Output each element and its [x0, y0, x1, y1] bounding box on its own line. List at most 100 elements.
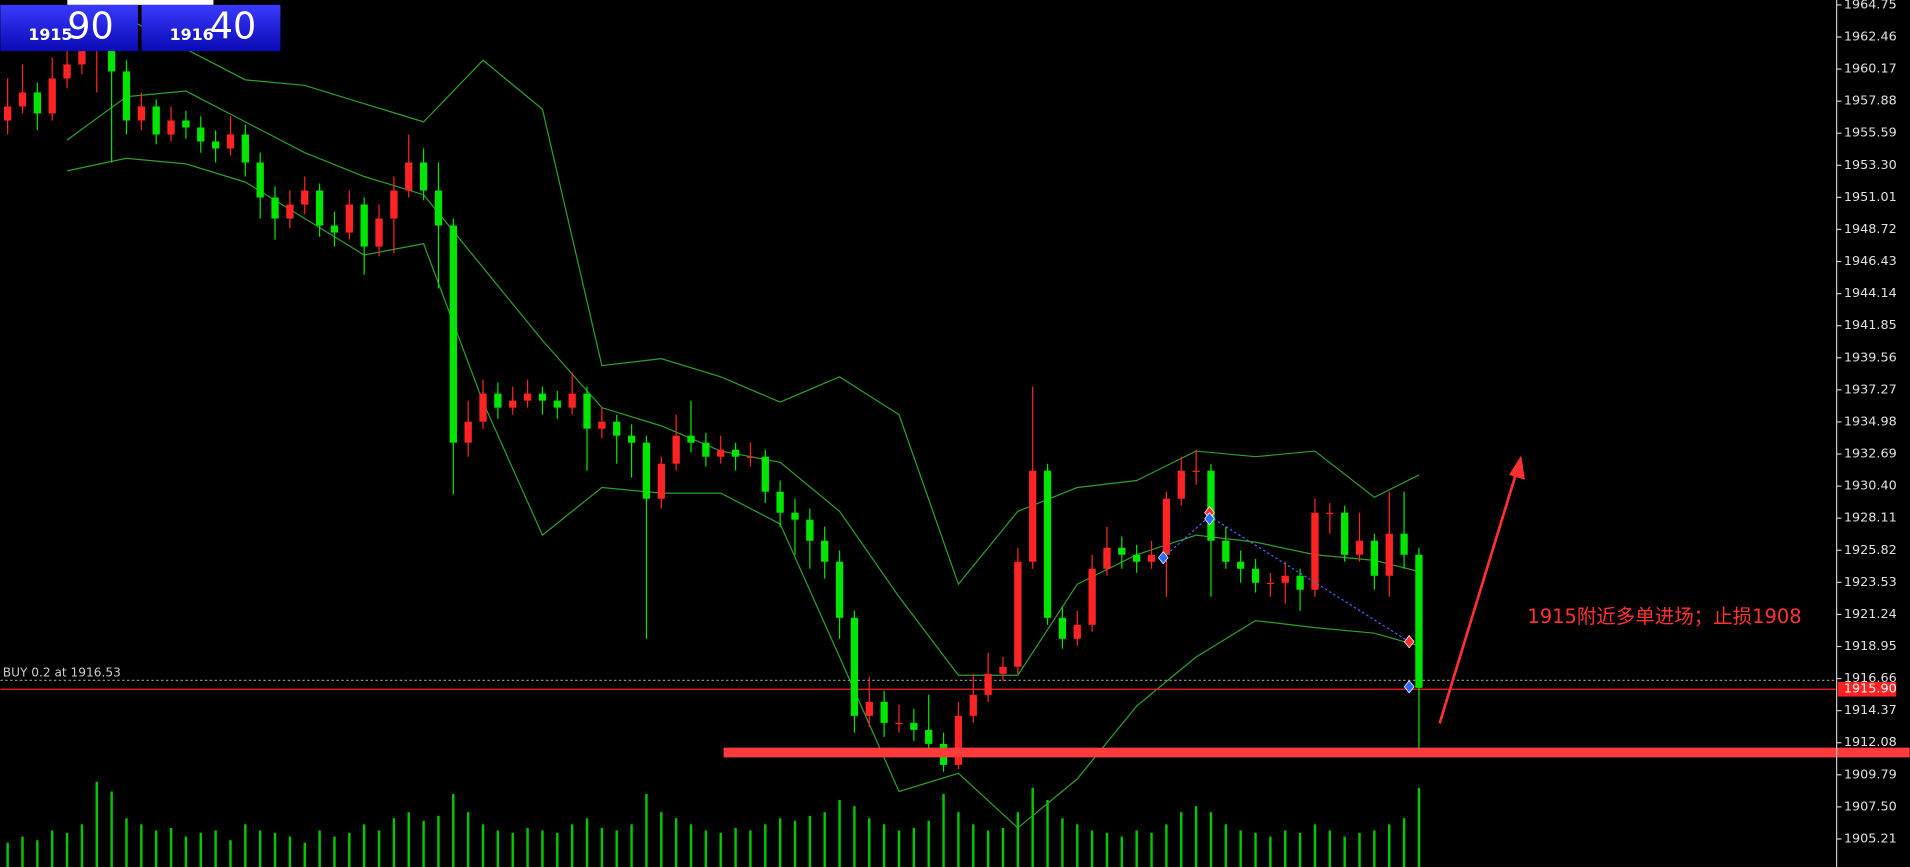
candle-body [1088, 568, 1096, 625]
volume-bar [199, 832, 202, 867]
candle-body [315, 190, 324, 226]
volume-bar [154, 830, 158, 867]
volume-bar [1031, 787, 1034, 867]
trade-marker [1403, 680, 1415, 694]
candle-body [419, 162, 428, 191]
volume-bar [50, 830, 54, 867]
bid-big: 1915 [28, 25, 72, 44]
candle-body [137, 106, 145, 121]
volume-bar [645, 793, 648, 867]
candle-body [687, 435, 695, 443]
volume-bar [288, 836, 292, 867]
candle-body [1147, 554, 1156, 562]
candle-body [1058, 617, 1067, 639]
candle-body [895, 722, 903, 725]
volume-bar [526, 828, 529, 867]
candle-body [375, 218, 383, 247]
volume-bar [942, 793, 945, 867]
candle-body [821, 540, 829, 562]
volume-bar [466, 812, 470, 867]
volume-bar [1209, 812, 1213, 867]
volume-bar [957, 812, 960, 867]
volume-bar [1180, 812, 1183, 867]
candle-body [954, 715, 963, 765]
order-label: BUY 0.2 at 1916.53 [3, 666, 121, 680]
candle-body [999, 666, 1007, 674]
candle-body [197, 127, 205, 142]
volume-bar [808, 815, 812, 867]
volume-bar [1150, 832, 1153, 867]
volume-bar [719, 832, 722, 867]
volume-bar [972, 824, 975, 867]
volume-bar [1358, 832, 1361, 867]
ask-big: 1916 [170, 25, 214, 44]
volume-bar [1239, 830, 1242, 867]
candle-body [1043, 470, 1052, 618]
volume-bar [1417, 787, 1421, 867]
volume-bar [556, 832, 559, 867]
bollinger-upper [66, 17, 1420, 586]
candle-body [271, 197, 279, 219]
volume-bar [244, 824, 247, 867]
volume-bar [1284, 830, 1287, 867]
bollinger-lower [66, 157, 1420, 829]
volume-bar [273, 832, 277, 867]
candle-body [226, 134, 235, 149]
candle-body [642, 442, 651, 499]
candle-body [1326, 512, 1334, 514]
volume-bar [927, 820, 930, 867]
candle-body [746, 456, 755, 458]
candle-body [449, 225, 457, 443]
candle-body [523, 393, 532, 401]
y-tick-label: 1914.37 [1844, 703, 1897, 718]
volume-bar [333, 836, 336, 867]
annotation-arrow [1438, 455, 1525, 724]
candle-body [657, 463, 665, 499]
volume-bar [897, 830, 901, 867]
volume-bar [1224, 824, 1228, 867]
current-price-label: 1915.90 [1844, 682, 1897, 697]
volume-bar [986, 830, 990, 867]
candle-body [583, 393, 591, 429]
volume-bar [348, 832, 351, 867]
volume-bar [184, 836, 188, 867]
volume-bar [1001, 828, 1005, 867]
candle-body [256, 162, 264, 198]
candle-body [464, 421, 472, 443]
volume-bar [1135, 830, 1138, 867]
volume-bar [1388, 824, 1391, 867]
candle-body [1341, 512, 1349, 555]
y-tick-label: 1964.75 [1844, 0, 1897, 12]
candle-body [122, 71, 131, 121]
volume-bar [1254, 832, 1257, 867]
y-tick-label: 1939.56 [1844, 350, 1897, 365]
volume-bar [1343, 836, 1346, 867]
volume-bar [362, 824, 366, 867]
candle-body [1103, 547, 1111, 569]
candle-body [538, 393, 547, 401]
volume-bar [1328, 830, 1332, 867]
volume-bar [318, 830, 321, 867]
volume-bar [392, 818, 396, 867]
candle-body [301, 190, 309, 205]
candle-body [63, 64, 71, 79]
candle-body [1118, 547, 1126, 555]
volume-bar [1061, 818, 1064, 867]
volume-bar [764, 824, 767, 867]
candle-body [672, 435, 680, 464]
trade-marker [1204, 512, 1215, 526]
y-tick-label: 1934.98 [1844, 414, 1897, 429]
y-tick-label: 1918.95 [1844, 639, 1897, 654]
trade-marker [1157, 551, 1169, 565]
volume-bar [511, 832, 514, 867]
candle-body [835, 561, 844, 618]
candle-body [1385, 533, 1393, 576]
volume-bar [823, 812, 826, 867]
candle-body [167, 120, 175, 135]
candle-body [241, 134, 249, 163]
volume-bar [95, 781, 98, 867]
candle-body [910, 722, 918, 730]
candle-body [776, 491, 784, 513]
candle-body [345, 204, 353, 233]
